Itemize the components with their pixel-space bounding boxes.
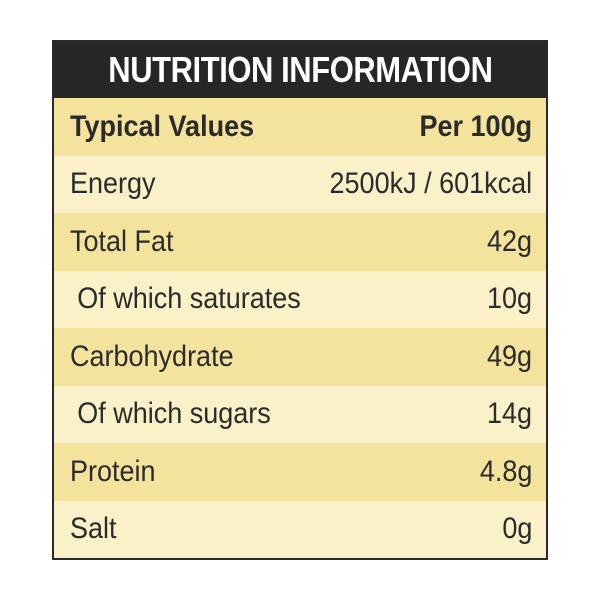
- carbohydrate-label: Carbohydrate: [70, 339, 234, 373]
- nutrition-table: Typical Values Per 100g Energy 2500kJ / …: [54, 98, 546, 558]
- saturates-value: 10g: [486, 282, 532, 316]
- energy-row: Energy 2500kJ / 601kcal: [54, 155, 546, 213]
- saturates-row: Of which saturates 10g: [54, 270, 546, 328]
- saturates-label: Of which saturates: [77, 282, 301, 316]
- protein-value: 4.8g: [479, 454, 532, 488]
- energy-label: Energy: [70, 167, 156, 201]
- salt-value: 0g: [501, 512, 532, 546]
- sugars-row: Of which sugars 14g: [54, 385, 546, 443]
- salt-label: Salt: [70, 512, 117, 546]
- header-label: Typical Values: [70, 109, 255, 143]
- sugars-label: Of which sugars: [77, 397, 271, 431]
- carbohydrate-row: Carbohydrate 49g: [54, 328, 546, 386]
- header-value: Per 100g: [419, 109, 532, 143]
- total-fat-row: Total Fat 42g: [54, 213, 546, 271]
- salt-row: Salt 0g: [54, 500, 546, 558]
- protein-label: Protein: [70, 454, 156, 488]
- total-fat-label: Total Fat: [70, 224, 174, 258]
- total-fat-value: 42g: [486, 224, 532, 258]
- protein-row: Protein 4.8g: [54, 443, 546, 501]
- energy-value: 2500kJ / 601kcal: [329, 167, 532, 201]
- title-bar: NUTRITION INFORMATION: [54, 42, 546, 98]
- nutrition-title: NUTRITION INFORMATION: [107, 49, 493, 90]
- sugars-value: 14g: [486, 397, 532, 431]
- nutrition-label: NUTRITION INFORMATION Typical Values Per…: [52, 40, 548, 560]
- table-header-row: Typical Values Per 100g: [54, 98, 546, 156]
- carbohydrate-value: 49g: [486, 339, 532, 373]
